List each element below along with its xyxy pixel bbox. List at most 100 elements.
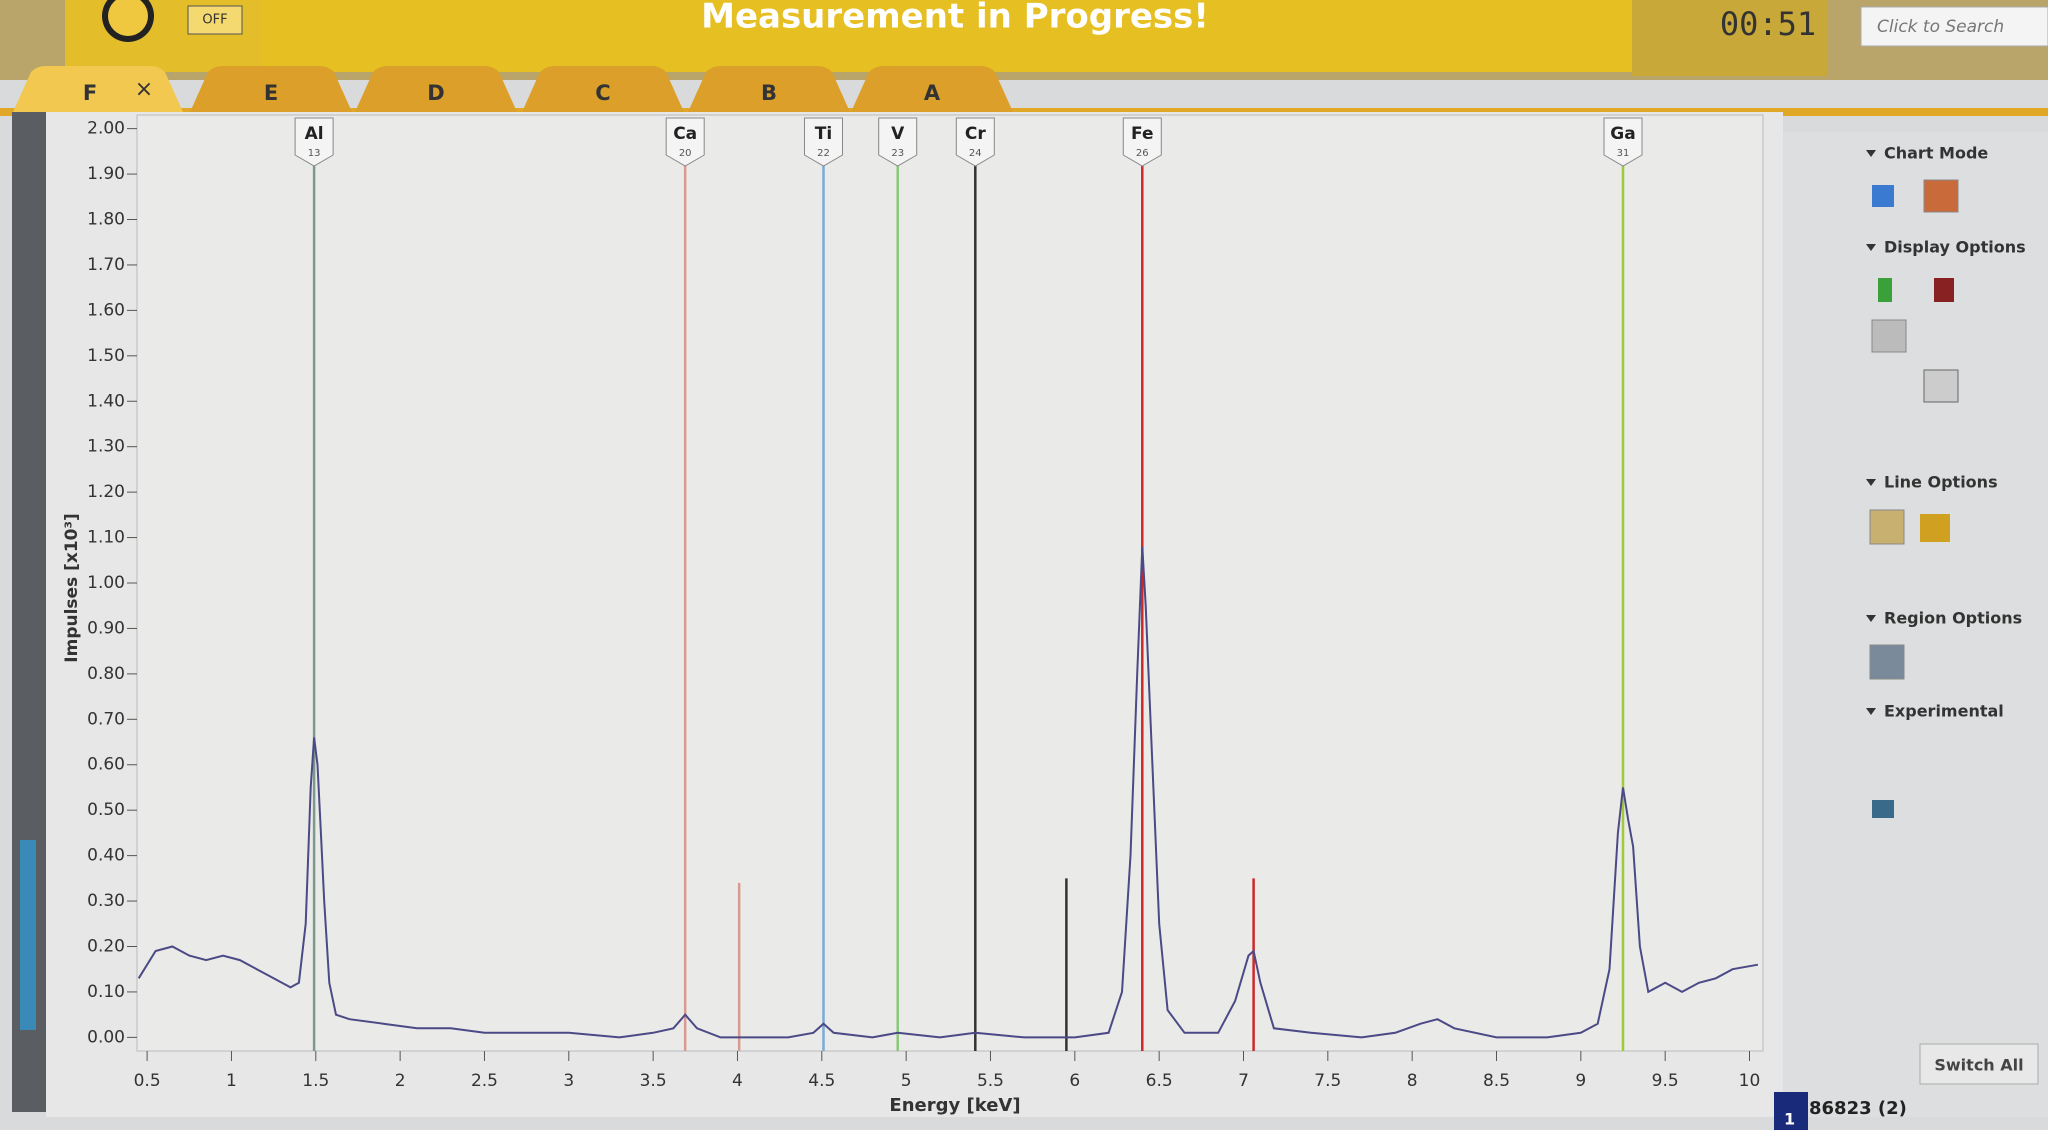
status-title: Measurement in Progress! (701, 0, 1209, 37)
x-tick-label: 6 (1069, 1071, 1080, 1091)
element-z: 23 (891, 148, 904, 159)
x-tick-label: 10 (1739, 1071, 1761, 1091)
y-tick-label: 1.20 (87, 482, 125, 502)
element-symbol: Ca (673, 124, 697, 144)
spectrum-index: 1 (1784, 1110, 1795, 1129)
element-symbol: Fe (1131, 124, 1153, 144)
section-header: Experimental (1884, 702, 2004, 721)
y-tick-label: 1.60 (87, 300, 125, 320)
section-header: Chart Mode (1884, 144, 1988, 163)
tab[interactable] (688, 66, 850, 112)
switch-all-button[interactable] (1919, 1043, 2039, 1085)
radiation-icon-inner (108, 0, 148, 36)
y-tick-label: 1.90 (87, 164, 125, 184)
element-z: 22 (817, 148, 830, 159)
status-banner (261, 0, 1632, 72)
y-tick-label: 1.10 (87, 528, 125, 548)
tab[interactable] (851, 66, 1013, 112)
element-z: 20 (679, 148, 692, 159)
section-header: Region Options (1884, 609, 2022, 628)
x-tick-label: 6.5 (1146, 1071, 1173, 1091)
tab[interactable] (522, 66, 684, 112)
switch-button[interactable] (187, 5, 243, 35)
y-tick-label: 0.60 (87, 755, 125, 775)
x-axis-label: Energy [keV] (889, 1095, 1020, 1116)
sidebar-icons (1869, 179, 2039, 1085)
element-marker[interactable] (1122, 117, 1162, 167)
search-placeholder: Click to Search (1877, 17, 2004, 37)
y-tick-label: 1.70 (87, 255, 125, 275)
y-tick-label: 0.10 (87, 982, 125, 1002)
element-symbol: Cr (965, 124, 986, 144)
y-tick-label: 1.50 (87, 346, 125, 366)
timer: 00:51 (1720, 5, 1816, 43)
element-z: 13 (308, 148, 321, 159)
element-marker[interactable] (665, 117, 705, 167)
y-tick-label: 0.70 (87, 709, 125, 729)
y-tick-label: 1.80 (87, 210, 125, 230)
section-arrow (1866, 150, 1876, 157)
tab-label: D (427, 81, 444, 105)
line-icon[interactable] (1920, 514, 1950, 542)
section-arrow (1866, 244, 1876, 251)
spectrum-index-box (1774, 1092, 1808, 1130)
add-icon[interactable] (1878, 278, 1892, 302)
section-arrow (1866, 479, 1876, 486)
element-symbol: Ga (1610, 124, 1635, 144)
x-tick-label: 1 (226, 1071, 237, 1091)
element-marker[interactable] (803, 117, 843, 167)
switch-label: OFF (202, 13, 227, 28)
tab-close[interactable]: × (135, 77, 153, 102)
x-tick-label: 0.5 (134, 1071, 161, 1091)
y-tick-label: 0.40 (87, 846, 125, 866)
element-symbol: Ti (815, 124, 832, 144)
y-tick-label: 0.80 (87, 664, 125, 684)
element-marker[interactable] (955, 117, 995, 167)
line-icon[interactable] (1869, 509, 1905, 545)
timer-panel (1632, 0, 1828, 76)
element-marker[interactable] (878, 117, 918, 167)
x-tick-label: 8.5 (1483, 1071, 1510, 1091)
display-icon[interactable] (1871, 319, 1907, 353)
tab-bar: F E D C B A × (13, 66, 1013, 112)
hand-icon[interactable] (1923, 179, 1959, 213)
region-icon[interactable] (1869, 644, 1905, 680)
element-symbol: Al (305, 124, 324, 144)
y-tick-label: 0.90 (87, 618, 125, 638)
pan-icon[interactable] (1872, 185, 1894, 207)
x-tick-label: 4 (732, 1071, 743, 1091)
x-tick-label: 2 (395, 1071, 406, 1091)
tab[interactable] (355, 66, 517, 112)
tab-label: C (595, 81, 610, 105)
y-tick-label: 1.30 (87, 437, 125, 457)
element-marker[interactable] (294, 117, 334, 167)
plot-area (136, 114, 1764, 1052)
x-tick-label: 8 (1407, 1071, 1418, 1091)
section-header: Display Options (1884, 238, 2026, 257)
tab-label: B (761, 81, 777, 105)
tab-label: A (924, 81, 941, 105)
copy-icon[interactable] (1934, 278, 1954, 302)
section-arrow (1866, 708, 1876, 715)
y-tick-label: 1.40 (87, 391, 125, 411)
element-z: 26 (1136, 148, 1149, 159)
display-icon[interactable] (1923, 369, 1959, 403)
tab[interactable] (13, 66, 183, 112)
element-z: 24 (969, 148, 982, 159)
spectrum-label: 86823 (2) (1809, 1098, 1907, 1119)
search-box[interactable] (1860, 6, 2048, 47)
experimental-icon[interactable] (1872, 800, 1894, 818)
y-axis-label: Impulses [x10³] (62, 513, 82, 662)
x-tick-label: 9 (1575, 1071, 1586, 1091)
y-tick-label: 0.50 (87, 800, 125, 820)
x-tick-label: 3 (563, 1071, 574, 1091)
element-marker[interactable] (1603, 117, 1643, 167)
scroll-level (20, 840, 36, 1030)
tab[interactable] (190, 66, 352, 112)
y-tick-label: 0.30 (87, 891, 125, 911)
x-tick-label: 2.5 (471, 1071, 498, 1091)
spectrum-line (137, 546, 1759, 1039)
x-tick-label: 5 (901, 1071, 912, 1091)
y-tick-label: 0.00 (87, 1027, 125, 1047)
